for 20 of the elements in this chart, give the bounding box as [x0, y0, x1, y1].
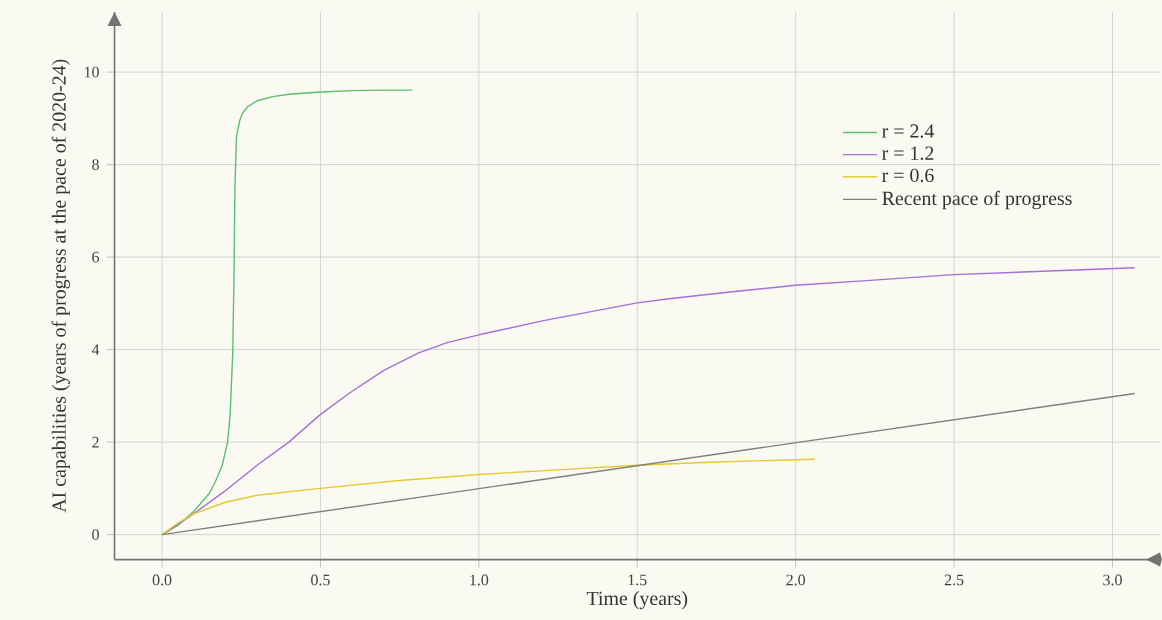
legend-label: Recent pace of progress — [882, 190, 1072, 210]
x-tick-label: 1.5 — [628, 574, 647, 586]
legend-label: r = 0.6 — [882, 168, 934, 183]
x-tick-label: 2.0 — [786, 574, 806, 586]
x-tick-label: 2.5 — [944, 574, 964, 586]
line-series — [161, 458, 816, 536]
x-tick-label: 0.0 — [152, 574, 172, 586]
x-tick-label: 1.0 — [470, 574, 489, 586]
legend-label: r = 1.2 — [882, 146, 934, 160]
y-tick-label: 10 — [84, 66, 99, 78]
y-tick-label: 2 — [92, 436, 99, 448]
x-tick-label: 3.0 — [1103, 574, 1122, 586]
y-tick-label: 6 — [92, 251, 100, 263]
y-tick-label: 0 — [92, 529, 99, 540]
y-tick-label: 4 — [91, 344, 100, 355]
y-tick-label: 8 — [92, 159, 99, 170]
legend-label: r = 2.4 — [882, 124, 935, 138]
y-axis-title: AI capabilities (years of progress at the pace of 2020-24) — [51, 59, 70, 513]
x-tick-label: 0.5 — [311, 574, 330, 586]
x-axis-title: Time (years) — [586, 590, 688, 610]
